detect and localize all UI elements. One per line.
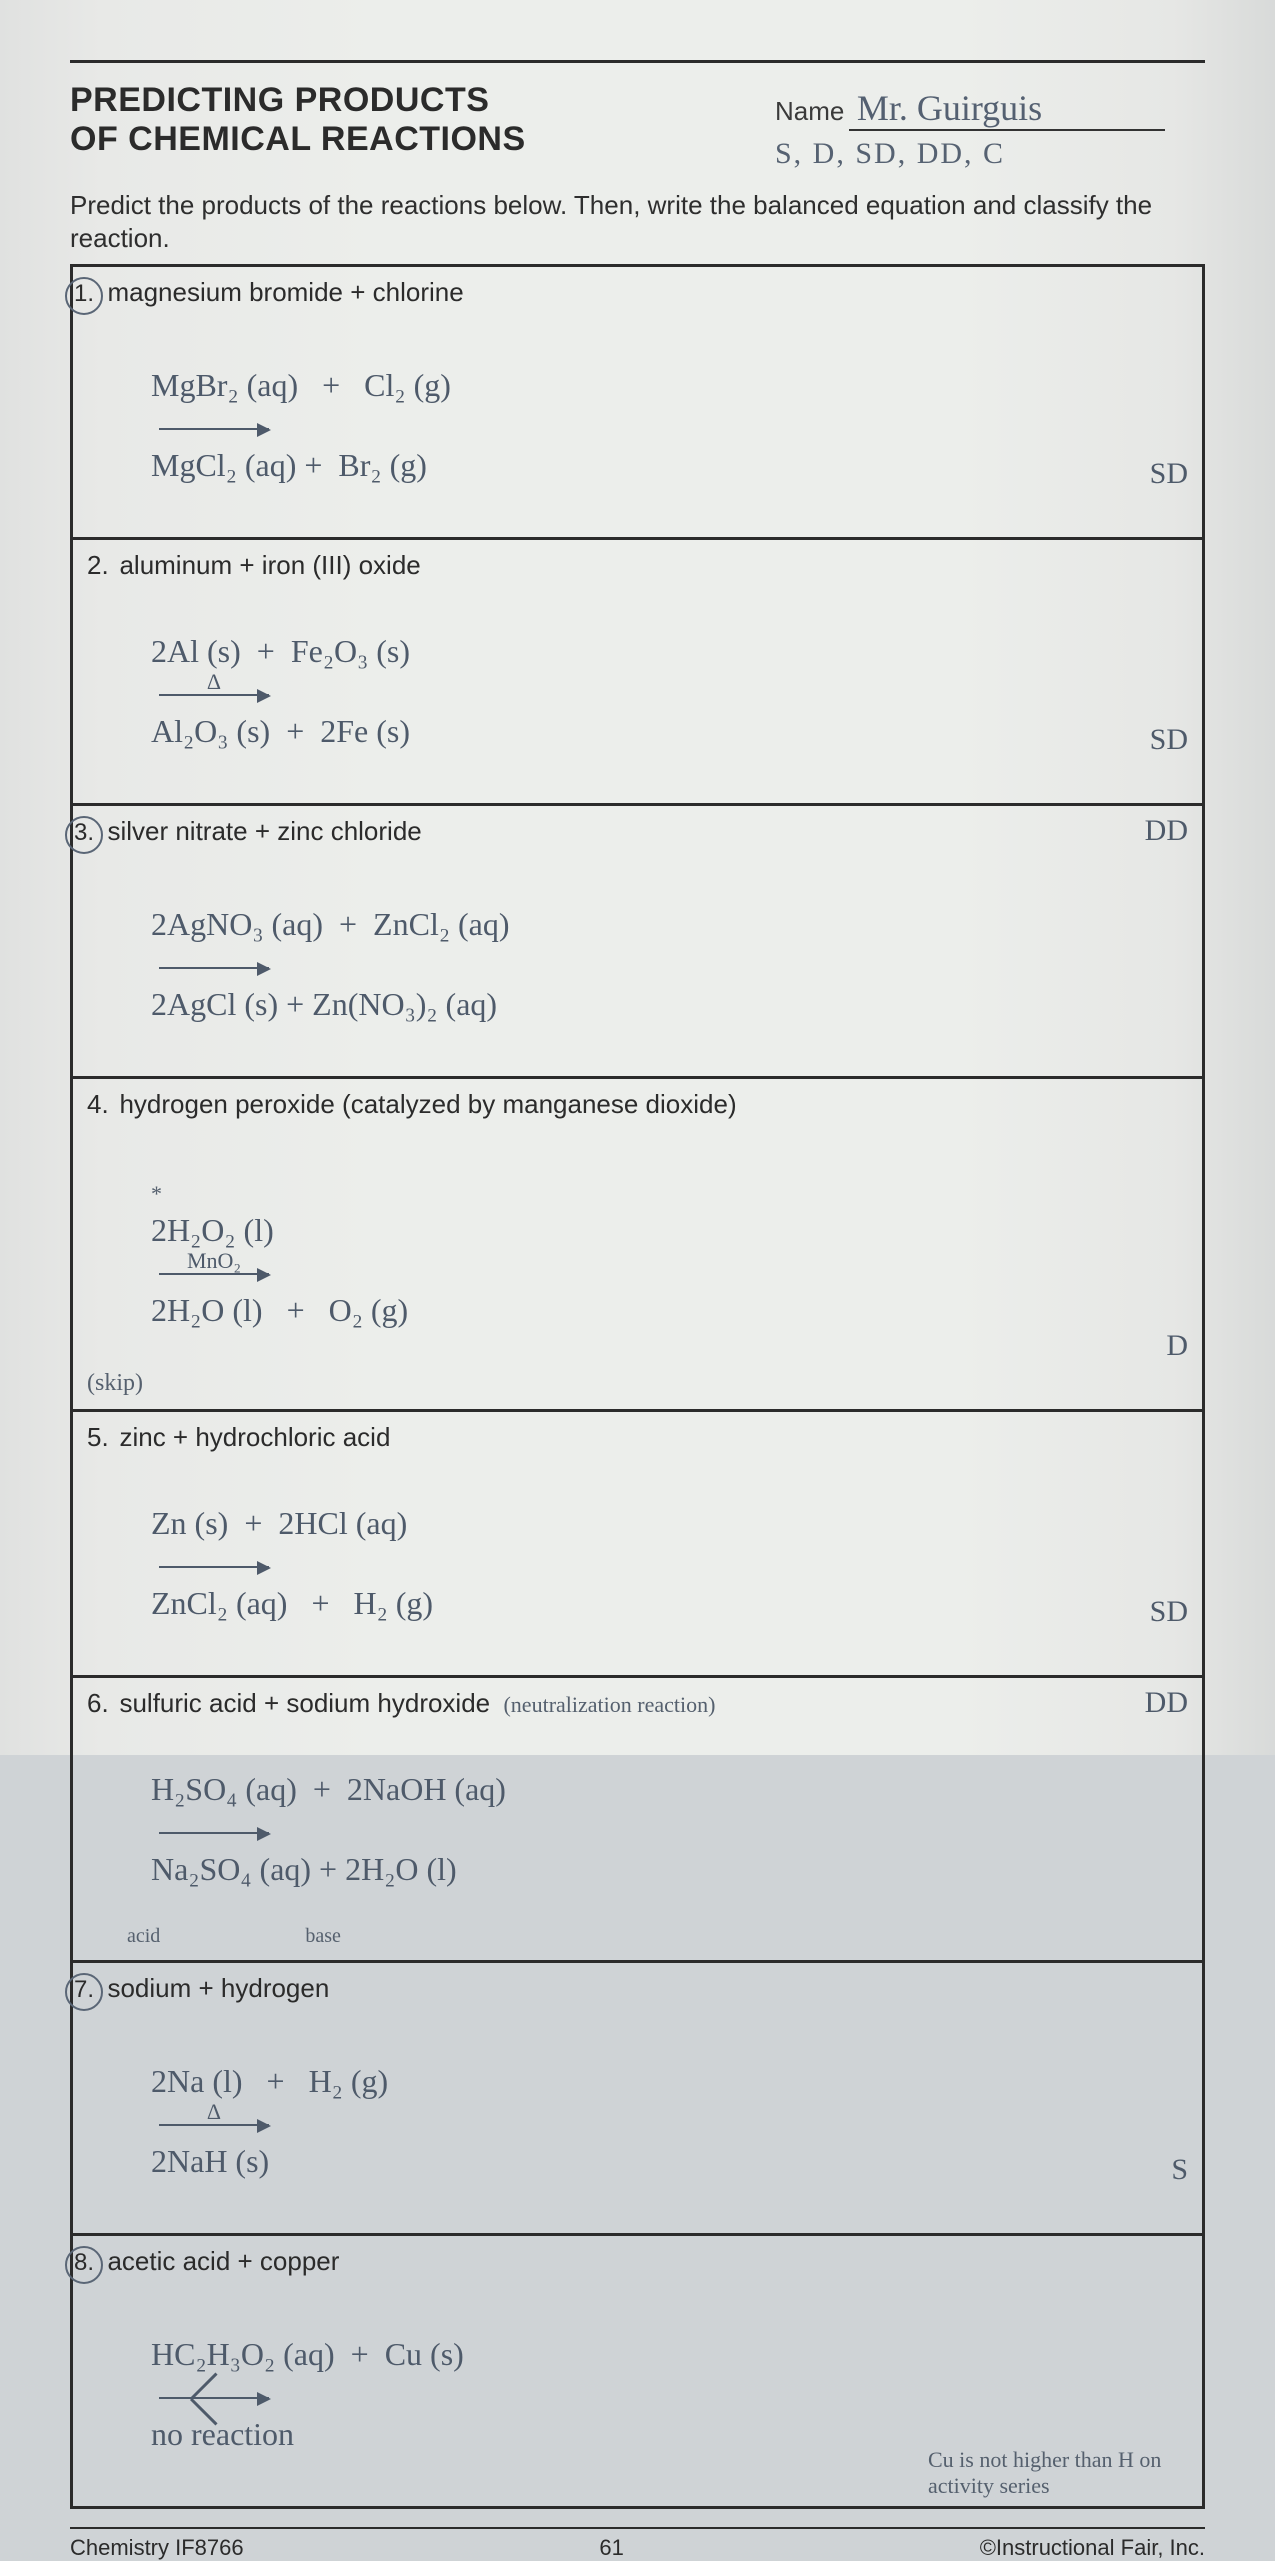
q6-equation: H₂SO₄ (aq) + 2NaOH (aq) Na₂SO₄ (aq) + 2H… [87, 1729, 1188, 1929]
header: PREDICTING PRODUCTS OF CHEMICAL REACTION… [70, 81, 1205, 171]
name-label: Name [775, 96, 844, 126]
name-block: Name Mr. Guirguis S, D, SD, DD, C [775, 81, 1205, 171]
q1-class: SD [1150, 457, 1188, 491]
q1-rhs: MgCl₂ (aq) + Br₂ (g) [151, 447, 427, 483]
q8-prompt: acetic acid + copper [107, 2246, 339, 2276]
q6-lhs: H₂SO₄ (aq) + 2NaOH (aq) [151, 1771, 506, 1807]
title-block: PREDICTING PRODUCTS OF CHEMICAL REACTION… [70, 81, 775, 159]
problem-7: 7. sodium + hydrogen S 2Na (l) + H₂ (g) … [72, 1962, 1204, 2235]
top-rule [70, 60, 1205, 63]
problem-5: 5. zinc + hydrochloric acid SD Zn (s) + … [72, 1411, 1204, 1677]
q4-class: D [1166, 1329, 1188, 1363]
problem-8: 8. acetic acid + copper HC₂H₃O₂ (aq) + C… [72, 2235, 1204, 2508]
arrow-icon [159, 1832, 269, 1834]
q4-lhs: 2H₂O₂ (l) [151, 1212, 274, 1248]
problem-3: 3. silver nitrate + zinc chloride DD 2Ag… [72, 805, 1204, 1078]
arrow-icon: Δ [159, 694, 269, 696]
q7-number: 7. [65, 1973, 103, 2011]
q3-number: 3. [65, 816, 103, 854]
name-value: Mr. Guirguis [849, 87, 1165, 131]
arrow-icon [159, 1566, 269, 1568]
q7-rhs: 2NaH (s) [151, 2143, 269, 2179]
worksheet-page: PREDICTING PRODUCTS OF CHEMICAL REACTION… [0, 0, 1275, 1755]
q4-rhs: 2H₂O (l) + O₂ (g) [151, 1292, 408, 1328]
footer-right: ©Instructional Fair, Inc. [980, 2535, 1205, 2561]
q5-rhs: ZnCl₂ (aq) + H₂ (g) [151, 1585, 433, 1621]
arrow-icon: MnO₂ [159, 1273, 269, 1275]
q6-class: DD [1145, 1686, 1188, 1720]
q2-equation: 2Al (s) + Fe₂O₃ (s) Δ Al₂O₃ (s) + 2Fe (s… [87, 591, 1188, 791]
q5-lhs: Zn (s) + 2HCl (aq) [151, 1505, 407, 1541]
q1-lhs: MgBr₂ (aq) + Cl₂ (g) [151, 367, 451, 403]
reaction-types-list: S, D, SD, DD, C [775, 137, 1205, 171]
q3-lhs: 2AgNO₃ (aq) + ZnCl₂ (aq) [151, 906, 510, 942]
q7-class: S [1171, 2153, 1188, 2187]
instructions: Predict the products of the reactions be… [70, 189, 1205, 254]
q7-prompt: sodium + hydrogen [107, 1973, 329, 2003]
title-line-2: OF CHEMICAL REACTIONS [70, 120, 775, 159]
q5-prompt: zinc + hydrochloric acid [119, 1422, 390, 1452]
q2-class: SD [1150, 723, 1188, 757]
q1-number: 1. [65, 277, 103, 315]
q8-side-note: Cu is not higher than H on activity seri… [928, 2447, 1188, 2498]
q4-skip-note: (skip) [87, 1370, 143, 1396]
q2-rhs: Al₂O₃ (s) + 2Fe (s) [151, 713, 410, 749]
q8-number: 8. [65, 2246, 103, 2284]
q3-rhs: 2AgCl (s) + Zn(NO₃)₂ (aq) [151, 986, 497, 1022]
arrow-icon [159, 428, 269, 430]
problem-1: 1. magnesium bromide + chlorine SD MgBr₂… [72, 266, 1204, 539]
footer-page: 61 [244, 2535, 980, 2561]
footer-left: Chemistry IF8766 [70, 2535, 244, 2561]
q2-prompt: aluminum + iron (III) oxide [119, 550, 420, 580]
arrow-icon [159, 967, 269, 969]
problem-2: 2. aluminum + iron (III) oxide SD 2Al (s… [72, 539, 1204, 805]
q3-prompt: silver nitrate + zinc chloride [107, 816, 421, 846]
q3-equation: 2AgNO₃ (aq) + ZnCl₂ (aq) 2AgCl (s) + Zn(… [87, 864, 1188, 1064]
problems-table: 1. magnesium bromide + chlorine SD MgBr₂… [70, 264, 1205, 2509]
title-line-1: PREDICTING PRODUCTS [70, 81, 775, 120]
q5-equation: Zn (s) + 2HCl (aq) ZnCl₂ (aq) + H₂ (g) [87, 1463, 1188, 1663]
problem-6: 6. sulfuric acid + sodium hydroxide (neu… [72, 1677, 1204, 1962]
arrow-icon: Δ [159, 2124, 269, 2126]
crossed-arrow-icon [159, 2397, 269, 2399]
q6-prompt-note: (neutralization reaction) [503, 1692, 715, 1717]
q6-rhs: Na₂SO₄ (aq) + 2H₂O (l) [151, 1851, 457, 1887]
q8-lhs: HC₂H₃O₂ (aq) + Cu (s) [151, 2336, 464, 2372]
q5-number: 5. [87, 1422, 115, 1453]
q3-class: DD [1145, 814, 1188, 848]
q5-class: SD [1150, 1595, 1188, 1629]
q4-number: 4. [87, 1089, 115, 1120]
q1-equation: MgBr₂ (aq) + Cl₂ (g) MgCl₂ (aq) + Br₂ (g… [87, 325, 1188, 525]
q2-lhs: 2Al (s) + Fe₂O₃ (s) [151, 633, 410, 669]
problem-4: 4. hydrogen peroxide (catalyzed by manga… [72, 1078, 1204, 1411]
q7-lhs: 2Na (l) + H₂ (g) [151, 2063, 388, 2099]
q1-prompt: magnesium bromide + chlorine [107, 277, 463, 307]
q4-prompt: hydrogen peroxide (catalyzed by manganes… [119, 1089, 736, 1119]
q2-number: 2. [87, 550, 115, 581]
q6-prompt: sulfuric acid + sodium hydroxide [119, 1688, 490, 1718]
q8-rhs: no reaction [151, 2416, 294, 2452]
footer: Chemistry IF8766 61 ©Instructional Fair,… [70, 2527, 1205, 2561]
q4-star: * [151, 1181, 162, 1206]
q6-under: acid base [87, 1925, 1188, 1948]
q7-equation: 2Na (l) + H₂ (g) Δ 2NaH (s) [87, 2021, 1188, 2221]
q4-equation: * 2H₂O₂ (l) MnO₂ 2H₂O (l) + O₂ (g) [87, 1130, 1188, 1370]
q6-number: 6. [87, 1688, 115, 1719]
